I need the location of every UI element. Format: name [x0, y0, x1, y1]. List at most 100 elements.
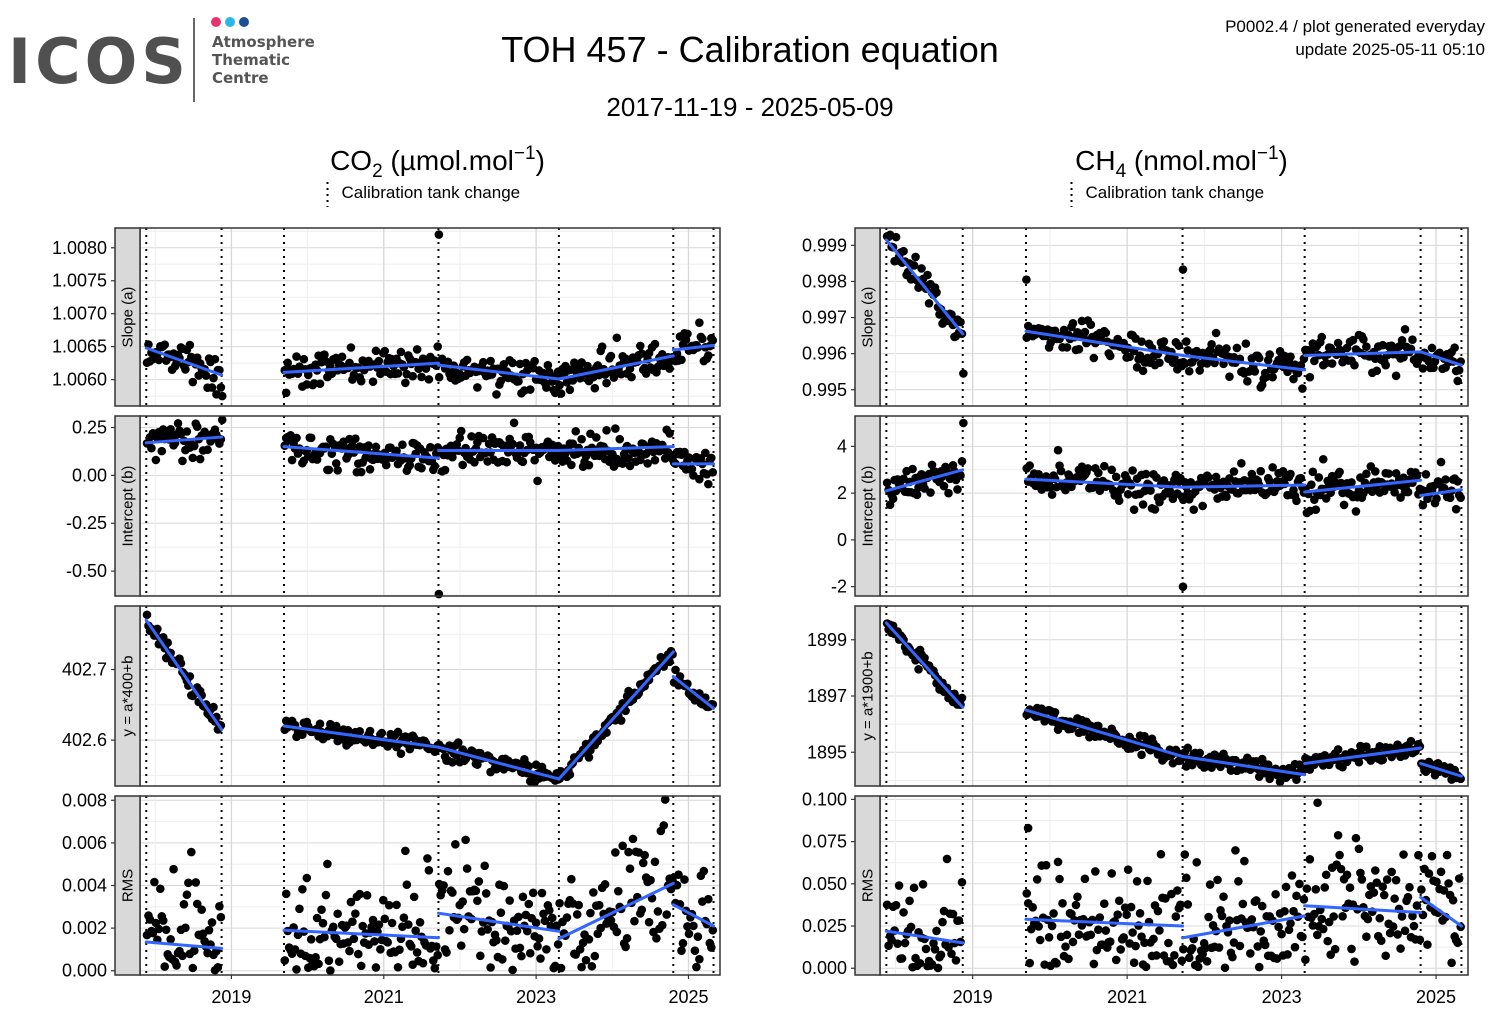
data-point	[393, 727, 403, 737]
data-point	[476, 951, 485, 961]
trend-line-segment	[1181, 914, 1307, 940]
y-tick-label: -0.50	[66, 561, 107, 581]
data-point	[1046, 482, 1055, 492]
data-point	[417, 463, 426, 473]
data-point	[1161, 894, 1170, 903]
data-point	[567, 460, 576, 470]
trend-line-segment	[1181, 754, 1307, 777]
trend-line-segment	[1419, 895, 1463, 928]
data-point	[302, 873, 312, 883]
data-point	[392, 900, 401, 910]
y-tick-label: 2	[837, 483, 847, 503]
data-point	[1453, 376, 1462, 386]
co2-panel-1: Slope (a) 1.0060 1.0065 1.0070 1.0075 1.0080	[52, 227, 721, 407]
ch4-panel-4: RMS 0.000 0.025 0.050 0.075 0.100 2019 2021 2023…	[802, 789, 1469, 1007]
data-point	[920, 484, 929, 493]
data-point	[1311, 505, 1321, 514]
facet-strip-label: Slope (a)	[120, 287, 137, 348]
data-point	[172, 961, 181, 970]
data-point	[1168, 960, 1178, 970]
data-point	[1351, 833, 1361, 843]
data-point	[423, 854, 432, 863]
data-point	[384, 900, 394, 910]
data-point	[311, 953, 320, 962]
plot-id-note: P0002.4 / plot generated everyday	[1225, 17, 1485, 36]
data-point	[589, 888, 598, 897]
data-point	[367, 922, 376, 932]
data-point	[1049, 909, 1058, 918]
y-tick-label: 0.000	[62, 961, 107, 981]
data-point	[695, 954, 704, 964]
data-point	[492, 936, 501, 945]
data-point	[1062, 343, 1072, 352]
data-point	[1058, 899, 1067, 908]
data-point	[1044, 932, 1054, 942]
data-point	[533, 942, 542, 951]
ch4-panel-2: Intercept (b) -2 0 2 4	[831, 415, 1469, 597]
column-title-species: CO	[330, 145, 372, 176]
data-point	[891, 232, 901, 242]
data-point	[596, 923, 605, 933]
data-point	[1253, 942, 1263, 951]
data-point	[683, 329, 692, 339]
data-point	[1263, 760, 1273, 769]
data-point	[956, 317, 965, 327]
data-point	[409, 892, 419, 902]
data-point	[1292, 496, 1301, 506]
data-point	[942, 854, 952, 864]
data-point	[458, 460, 467, 470]
data-point	[207, 918, 217, 927]
data-point	[562, 913, 572, 922]
data-point	[349, 934, 359, 944]
data-point	[574, 900, 583, 910]
data-point	[611, 848, 620, 857]
data-point	[888, 494, 898, 503]
data-point	[672, 880, 682, 890]
data-point	[615, 434, 625, 444]
data-point	[378, 895, 388, 905]
facet-strip-label: RMS	[120, 869, 137, 902]
co2-panel-3: y = a*400+b 402.6 402.7	[62, 605, 721, 787]
data-point	[1381, 360, 1391, 370]
data-point	[1091, 867, 1100, 876]
data-point	[1356, 868, 1365, 878]
data-point	[368, 377, 378, 387]
data-point	[1074, 344, 1084, 354]
data-point	[1296, 473, 1306, 483]
data-point	[412, 948, 422, 957]
data-point	[1354, 844, 1364, 854]
co2-column-title: CO2 (µmol.mol−1)	[330, 143, 545, 182]
data-point	[298, 884, 307, 894]
data-point	[456, 426, 466, 436]
facet-strip-label: RMS	[860, 869, 877, 902]
data-point	[1193, 962, 1203, 972]
data-point	[371, 963, 381, 972]
facet-strip	[114, 795, 141, 976]
y-tick-label: 1895	[807, 742, 847, 762]
data-point	[155, 884, 165, 894]
data-point	[936, 950, 946, 960]
co2-panel-2: Intercept (b) -0.50 -0.25 0.00 0.25	[66, 415, 721, 599]
data-point	[1400, 751, 1410, 760]
data-point	[1138, 500, 1148, 509]
data-point	[1243, 377, 1252, 386]
data-point	[1408, 911, 1417, 921]
data-point	[356, 961, 366, 971]
data-point	[187, 847, 196, 857]
data-point	[1292, 775, 1301, 785]
data-point	[572, 910, 582, 919]
data-point	[346, 343, 356, 352]
trend-line-segment	[884, 621, 965, 709]
trend-line-segment	[671, 675, 716, 710]
facet-strip	[854, 605, 881, 787]
data-point	[609, 373, 619, 382]
data-point	[584, 460, 594, 470]
data-point	[571, 426, 581, 436]
data-point	[499, 881, 509, 891]
data-point	[461, 835, 470, 845]
trend-line-segment	[1024, 329, 1185, 357]
data-point	[290, 945, 300, 954]
column-title-subscript: 4	[1116, 161, 1127, 182]
data-point	[1301, 955, 1310, 964]
data-point	[1129, 958, 1139, 968]
